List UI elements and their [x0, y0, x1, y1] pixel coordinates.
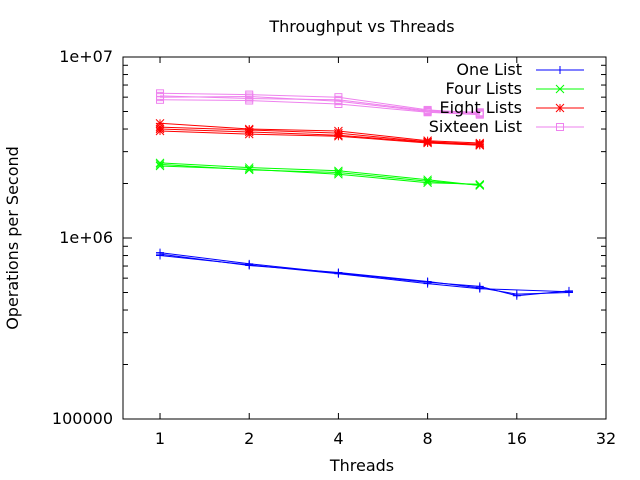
legend-label: One List [456, 60, 522, 79]
data-point [156, 250, 165, 259]
data-point [245, 94, 254, 103]
legend-marker [556, 123, 564, 131]
data-point [334, 268, 343, 277]
data-point [334, 99, 343, 108]
y-tick-label: 1e+06 [59, 228, 113, 247]
data-point [423, 137, 432, 147]
series-one-list [156, 248, 573, 300]
legend-marker [555, 103, 565, 113]
series-layer [155, 89, 573, 300]
data-point [334, 166, 343, 176]
data-point [423, 106, 432, 115]
data-point [155, 158, 165, 168]
legend-item: Four Lists [445, 79, 584, 98]
data-point [334, 130, 343, 140]
data-point [475, 179, 485, 189]
data-point [155, 160, 165, 169]
x-tick-label: 16 [507, 429, 527, 448]
data-point [155, 124, 165, 134]
series-line [159, 99, 480, 116]
data-point [423, 178, 432, 188]
legend-label: Four Lists [445, 79, 522, 98]
y-tick-label: 100000 [52, 409, 113, 428]
plot-frame: 1 2 4 8 16 32 100000 1e+06 1e+07 [52, 47, 616, 448]
data-point [244, 127, 254, 137]
data-point [512, 290, 521, 299]
x-tick-label: 1 [155, 429, 165, 448]
data-point [334, 169, 343, 179]
y-tick-label: 1e+07 [59, 47, 113, 66]
legend-item: Eight Lists [439, 98, 584, 117]
data-point [475, 180, 485, 190]
data-point [155, 161, 165, 171]
data-point [423, 277, 432, 286]
data-point [475, 108, 484, 117]
series-line [159, 95, 480, 115]
x-tick-label: 4 [333, 429, 343, 448]
series-sixteen-list [156, 89, 484, 119]
data-point [334, 168, 343, 177]
legend-item: One List [456, 60, 584, 79]
data-point [156, 91, 165, 100]
x-axis-label: Threads [329, 456, 394, 475]
y-axis-label: Operations per Second [3, 146, 22, 330]
data-point [423, 176, 432, 186]
x-tick-label: 2 [244, 429, 254, 448]
series-four-lists [155, 158, 485, 190]
chart-title: Throughput vs Threads [268, 17, 454, 36]
legend-label: Sixteen List [429, 117, 522, 136]
data-point [334, 95, 343, 104]
x-tick-label: 8 [423, 429, 433, 448]
data-point [564, 288, 573, 297]
legend-item: Sixteen List [429, 117, 584, 136]
legend-marker [556, 66, 564, 74]
data-point [244, 165, 254, 175]
legend-label: Eight Lists [439, 98, 522, 117]
series-line [159, 95, 480, 113]
data-point [245, 261, 254, 270]
legend-marker [555, 84, 565, 94]
data-point [475, 283, 484, 292]
series-eight-lists [155, 118, 485, 150]
data-point [475, 140, 485, 149]
x-tick-label: 32 [596, 429, 616, 448]
